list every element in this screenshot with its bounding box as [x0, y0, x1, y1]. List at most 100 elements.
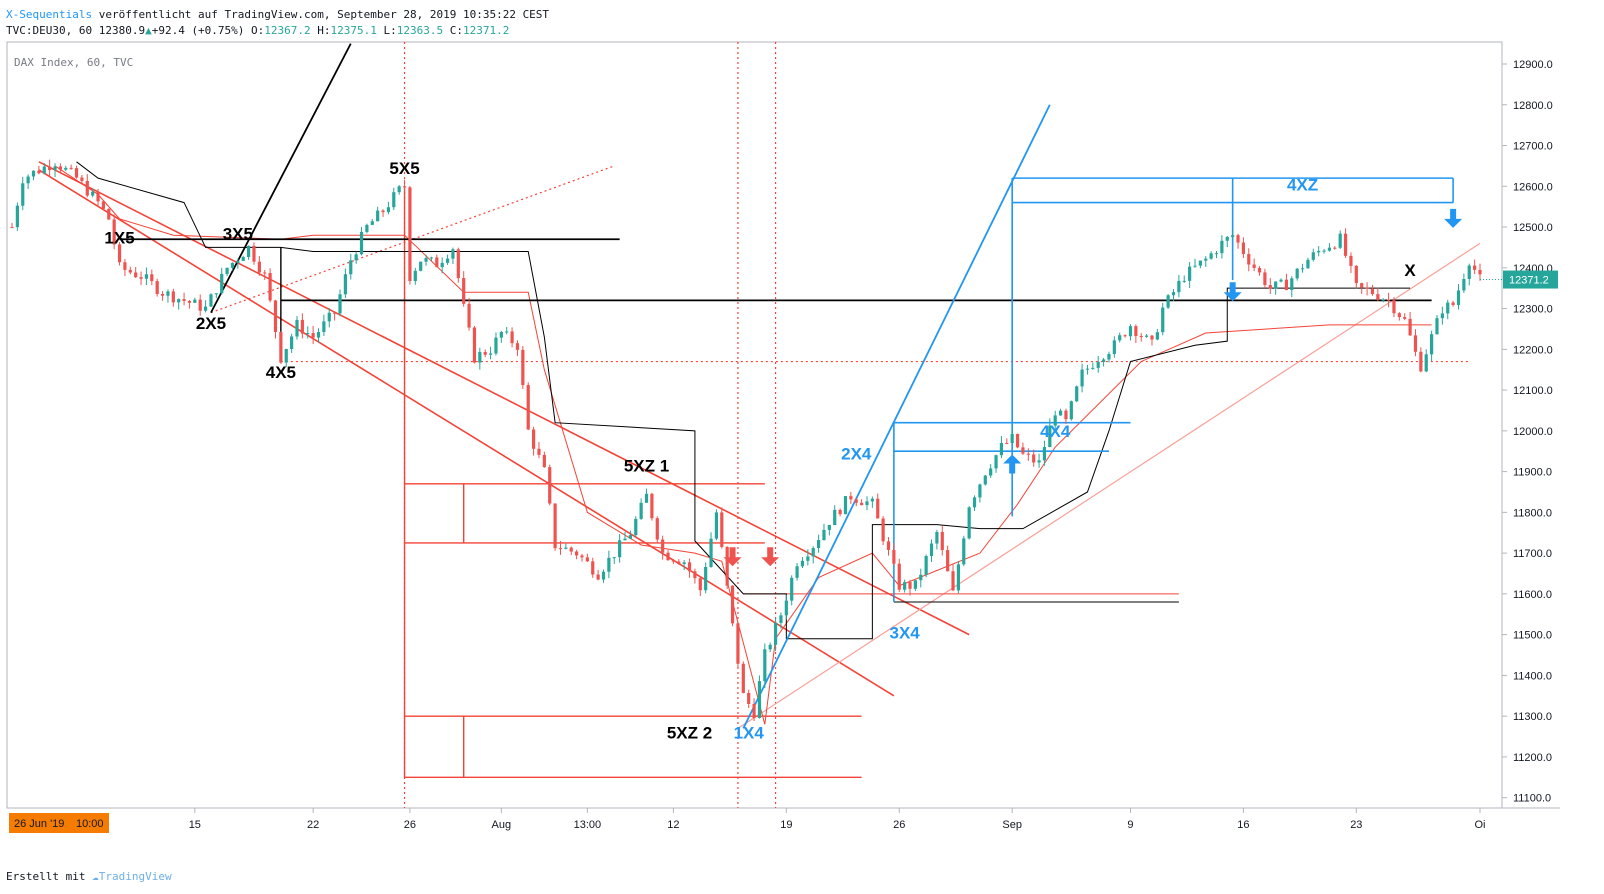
candle-body: [978, 484, 982, 498]
candle-body: [37, 170, 41, 174]
candle-body: [284, 348, 288, 363]
candle-body: [908, 582, 912, 589]
candle-body: [575, 551, 579, 556]
blue-trend-line: [742, 104, 1051, 729]
candle-body: [64, 167, 68, 170]
candle-body: [182, 299, 186, 301]
downtrend-line: [38, 169, 895, 697]
candle-body: [1419, 351, 1423, 372]
candle-body: [1408, 318, 1412, 336]
candle-body: [795, 566, 799, 578]
annotation-label: 4X5: [266, 363, 296, 382]
candle-body: [537, 448, 541, 455]
candle-body: [903, 582, 907, 590]
candle-body: [698, 578, 702, 591]
candle-body: [1214, 253, 1219, 255]
candle-body: [257, 261, 261, 273]
candle-body: [946, 550, 950, 572]
footer: Erstellt mit ☁TradingView: [6, 870, 172, 883]
candle-body: [424, 258, 428, 262]
down-arrow-icon: [723, 547, 742, 567]
time-tick-label: 19: [780, 819, 792, 831]
candle-body: [1430, 334, 1434, 355]
price-tick-label: 11100.0: [1513, 793, 1551, 805]
candle-body: [1338, 233, 1342, 248]
candle-body: [779, 615, 783, 623]
candle-body: [134, 272, 138, 278]
candle-body: [155, 281, 159, 294]
price-tick-label: 12300.0: [1513, 304, 1553, 316]
price-chart[interactable]: 12900.012800.012700.012600.012500.012400…: [0, 0, 1604, 860]
high-label: H:: [317, 24, 331, 37]
dotted-trend: [210, 165, 615, 314]
candle-body: [1424, 354, 1428, 372]
candle-body: [1386, 299, 1391, 301]
candle-body: [849, 496, 853, 500]
candle-body: [1075, 386, 1079, 402]
candle-body: [666, 552, 670, 561]
candle-body: [989, 468, 993, 476]
candle-body: [870, 498, 874, 502]
candle-body: [96, 191, 100, 202]
author-link[interactable]: X-Sequentials: [6, 8, 93, 21]
candle-body: [445, 258, 450, 263]
candle-body: [661, 539, 665, 553]
candle-body: [1091, 367, 1095, 369]
candle-body: [139, 277, 143, 279]
candle-body: [322, 321, 326, 333]
candle-body: [838, 509, 842, 515]
candle-body: [725, 546, 729, 586]
time-tick-label: Aug: [492, 819, 512, 831]
candle-body: [26, 176, 30, 184]
candle-body: [1096, 361, 1100, 368]
candle-body: [1247, 254, 1251, 265]
candle-body: [1317, 250, 1321, 253]
candle-body: [1478, 269, 1482, 275]
candle-body: [983, 475, 987, 485]
trend-line: [210, 43, 352, 314]
price-tick-label: 12800.0: [1513, 100, 1553, 112]
candle-body: [359, 231, 364, 255]
low-label: L:: [383, 24, 397, 37]
down-arrow-icon: [1444, 208, 1463, 228]
candle-body: [655, 518, 659, 540]
up-triangle-icon: ▲: [145, 24, 152, 37]
candle-body: [1284, 279, 1289, 291]
candle-body: [273, 300, 278, 333]
candle-body: [1370, 288, 1375, 295]
candle-body: [628, 535, 632, 539]
tradingview-logo-icon: ☁: [92, 870, 99, 883]
candle-body: [1209, 253, 1213, 259]
candle-body: [1349, 255, 1353, 266]
candle-body: [456, 249, 460, 279]
price-tick-label: 12000.0: [1513, 426, 1553, 438]
candle-body: [80, 177, 84, 181]
candle-body: [1010, 433, 1014, 444]
candle-body: [510, 331, 514, 344]
candle-body: [542, 454, 546, 468]
candle-body: [919, 574, 923, 581]
candle-body: [1128, 326, 1133, 337]
candle-body: [1300, 268, 1305, 270]
candle-body: [747, 693, 751, 704]
candle-body: [521, 349, 525, 386]
candle-body: [1311, 252, 1315, 260]
price-tick-label: 11500.0: [1513, 630, 1552, 642]
candle-body: [1204, 258, 1208, 261]
candle-body: [833, 509, 837, 525]
candle-body: [800, 560, 805, 567]
candle-body: [569, 547, 573, 552]
last-price-text: 12380.9: [98, 24, 146, 37]
candle-body: [730, 585, 735, 624]
candle-body: [1397, 313, 1401, 318]
tradingview-brand[interactable]: TradingView: [98, 870, 172, 883]
candle-body: [752, 703, 756, 718]
candle-body: [763, 649, 767, 682]
candle-body: [58, 166, 62, 170]
candle-body: [107, 208, 111, 220]
candle-body: [822, 529, 826, 540]
candle-body: [806, 556, 810, 561]
candle-body: [1263, 272, 1267, 286]
annotation-label: 2X4: [841, 444, 872, 463]
candle-body: [1467, 265, 1471, 279]
